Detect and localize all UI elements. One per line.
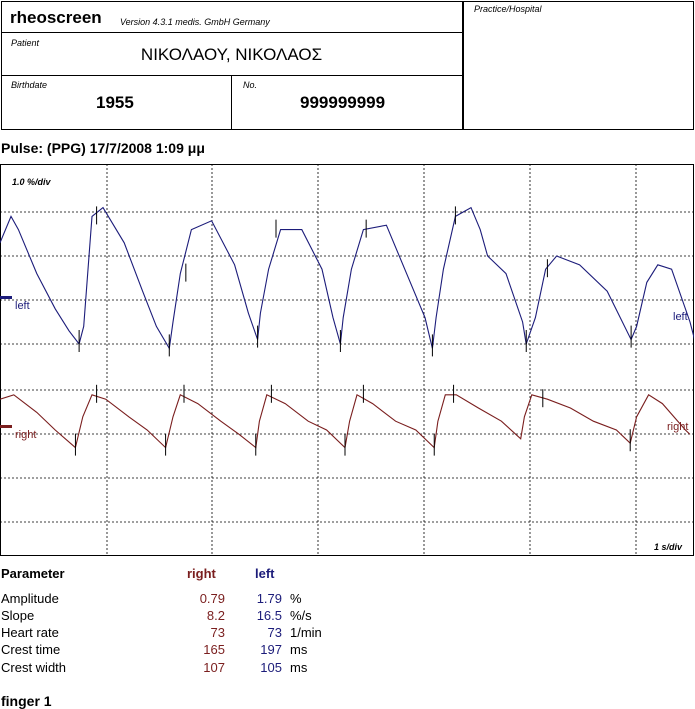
param-right-value: 73 [210,625,225,640]
param-name: Heart rate [1,625,59,640]
param-header: Parameter [1,566,65,581]
series-right-label-end: right [667,421,688,433]
footer-label: finger 1 [1,693,52,709]
y-scale-label: 1.0 %/div [12,177,52,187]
param-unit: % [290,591,302,606]
divider-1 [1,32,463,33]
series-right-label-start: right [15,429,36,441]
series-left-marker [0,296,12,299]
chart-frame [0,164,694,556]
param-name: Crest width [1,660,67,675]
param-unit: %/s [290,608,312,623]
patient-label: Patient [11,38,40,48]
divider-3 [231,75,232,129]
col-right-header: right [187,566,216,581]
header-left-frame [1,1,464,130]
pulse-chart: left left right right 1.0 %/div 1 s/div [0,164,694,556]
x-scale-label: 1 s/div [654,542,683,552]
param-left-value: 1.79 [256,591,282,606]
param-left-value: 197 [260,642,282,657]
no-label: No. [243,80,258,90]
patient-name: ΝΙΚΟΛΑΟΥ, ΝΙΚΟΛΑΟΣ [140,45,323,64]
no-value: 999999999 [300,93,386,112]
divider-2 [1,75,463,76]
birthdate-label: Birthdate [11,80,48,90]
practice-label: Practice/Hospital [474,4,542,14]
series-left-line [0,206,694,351]
param-left-value: 16.5 [256,608,282,623]
param-unit: 1/min [290,625,322,640]
param-unit: ms [290,660,308,675]
param-left-value: 73 [267,625,282,640]
param-name: Crest time [1,642,61,657]
app-name: rheoscreen [10,8,102,27]
series-right-line [0,393,691,449]
header-right-frame [462,1,694,130]
param-right-value: 165 [203,642,225,657]
param-left-value: 105 [260,660,282,675]
app-version: Version 4.3.1 medis. GmbH Germany [120,17,270,27]
birthdate-value: 1955 [96,93,134,112]
param-name: Slope [1,608,35,623]
col-left-header: left [255,566,275,581]
series-left-label-start: left [15,300,30,312]
param-right-value: 0.79 [199,591,225,606]
series-left-label-end: left [673,311,688,323]
pulse-title: Pulse: (PPG) 17/7/2008 1:09 μμ [1,140,205,156]
param-unit: ms [290,642,308,657]
param-name: Amplitude [1,591,59,606]
param-right-value: 107 [203,660,225,675]
param-right-value: 8.2 [206,608,225,623]
series-right-marker [0,425,12,428]
